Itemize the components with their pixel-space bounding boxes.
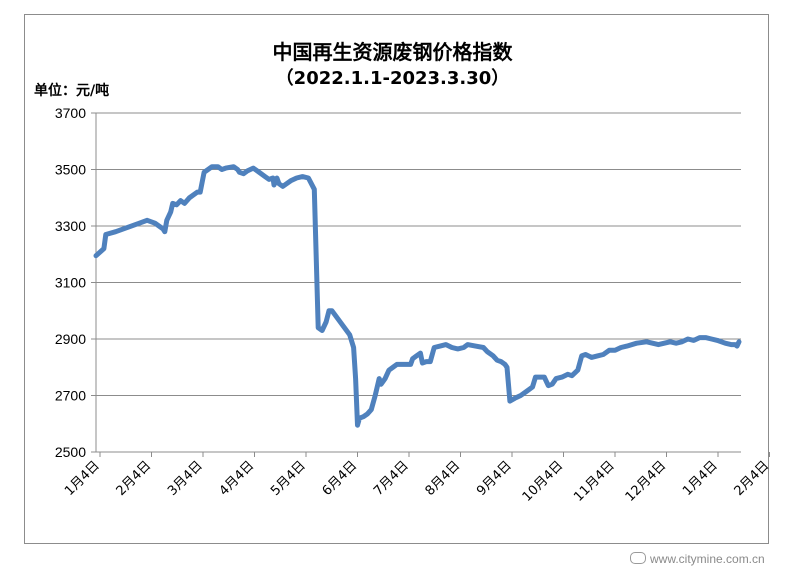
x-tick-label: 8月4日 — [423, 458, 464, 499]
watermark: www.citymine.com.cn — [630, 552, 765, 566]
series-line-0 — [93, 164, 742, 428]
y-tick-label: 3700 — [55, 105, 86, 121]
y-tick-label: 3500 — [55, 162, 86, 178]
series-lines — [93, 164, 742, 428]
chart-title: 中国再生资源废钢价格指数 — [272, 40, 513, 64]
x-axis-ticks: 1月4日 2月4日 3月4日 4月4日 5月4日 6月4日 7月4日 8月4日 9月4日 10月4… — [62, 452, 785, 505]
x-tick-label: 7月4日 — [371, 458, 412, 499]
y-tick-label: 3100 — [55, 275, 86, 291]
x-tick-label: 1月4日 — [62, 458, 103, 499]
citymine-logo-icon — [630, 552, 646, 564]
x-tick-label: 12月4日 — [623, 458, 670, 505]
x-tick-label: 5月4日 — [268, 458, 309, 499]
x-tick-label: 3月4日 — [165, 458, 206, 499]
chart-subtitle: （2022.1.1-2023.3.30） — [275, 68, 510, 89]
chart-frame — [24, 14, 769, 544]
y-tick-label: 2900 — [55, 331, 86, 347]
x-tick-label: 2月4日 — [732, 458, 773, 499]
x-tick-label: 2月4日 — [114, 458, 155, 499]
unit-label: 单位：元/吨 — [34, 83, 110, 99]
y-tick-label: 2500 — [55, 444, 86, 460]
watermark-text: www.citymine.com.cn — [650, 552, 765, 566]
gridlines — [96, 112, 741, 396]
x-tick-label: 6月4日 — [320, 458, 361, 499]
y-tick-label: 2700 — [55, 388, 86, 404]
x-tick-label: 10月4日 — [520, 458, 567, 505]
y-tick-label: 3300 — [55, 218, 86, 234]
x-tick-label: 4月4日 — [217, 458, 258, 499]
x-tick-label: 1月4日 — [680, 458, 721, 499]
y-axis-ticks: 3700 3500 3300 3100 2900 2700 2500 — [55, 105, 96, 460]
x-tick-label: 9月4日 — [474, 458, 515, 499]
x-tick-label: 11月4日 — [571, 458, 618, 505]
